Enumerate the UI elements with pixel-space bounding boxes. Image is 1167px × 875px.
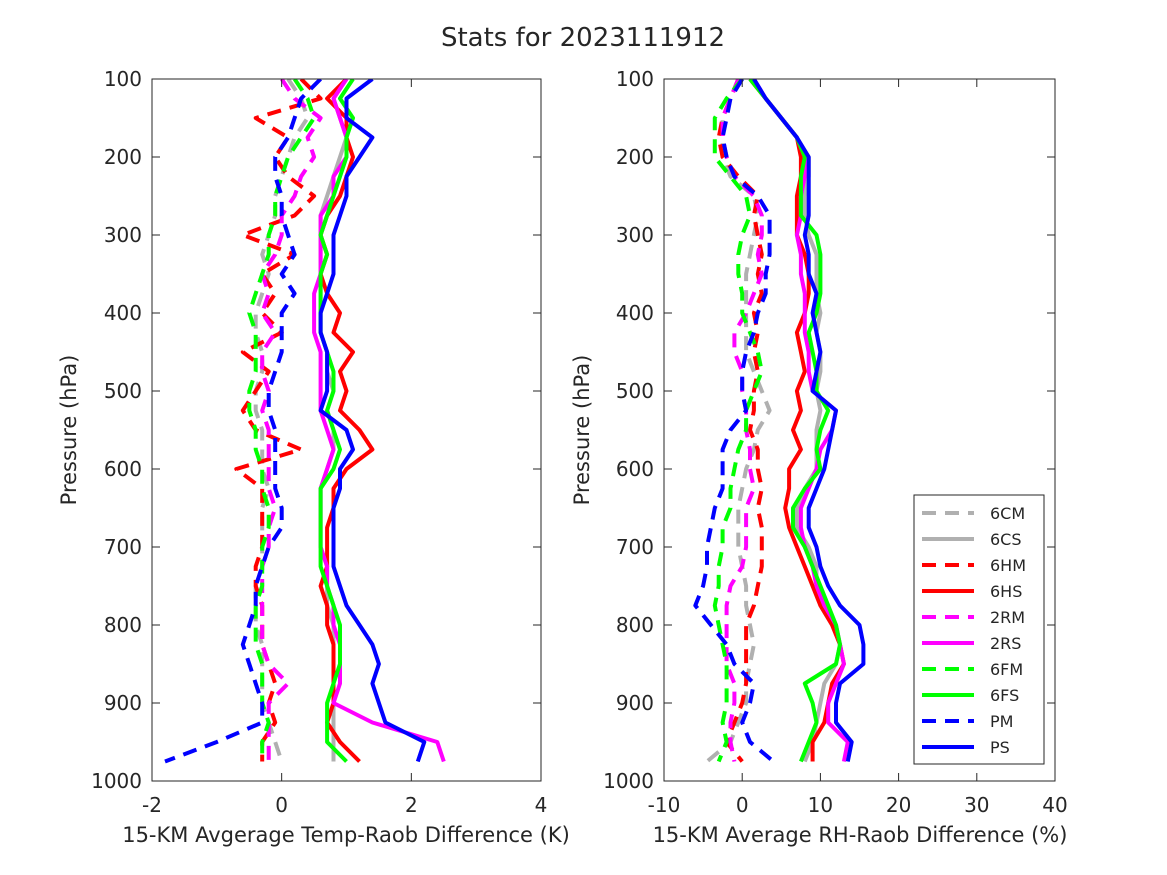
legend-label-6fm: 6FM xyxy=(990,660,1023,679)
temp-x-axis-label: 15-KM Avgerage Temp-Raob Difference (K) xyxy=(122,823,570,847)
rh-x-axis-label: 15-KM Average RH-Raob Difference (%) xyxy=(653,823,1068,847)
temp-y-tick-label: 600 xyxy=(104,457,142,481)
temp-y-tick-label: 800 xyxy=(104,613,142,637)
rh-y-tick-label: 500 xyxy=(616,379,654,403)
rh-ticks: -10 0 10 20 30 40 100 200 300 400 500 600 700 800 900 1… xyxy=(603,67,1068,817)
temp-y-tick-label: 100 xyxy=(104,67,142,91)
rh-series-6fm xyxy=(712,79,764,763)
legend-label-2rs: 2RS xyxy=(990,634,1021,653)
legend-label-2rm: 2RM xyxy=(990,608,1025,627)
legend-entries: 6CM 6CS 6HM 6HS 2RM 2RS 6FM 6FS PM PS xyxy=(922,504,1026,757)
rh-x-tick-label: -10 xyxy=(648,793,681,817)
rh-series-6fs xyxy=(748,79,842,763)
temp-y-tick-label: 500 xyxy=(104,379,142,403)
temp-series-pm xyxy=(164,79,323,764)
rh-x-tick-label: 30 xyxy=(964,793,989,817)
rh-y-axis-label: Pressure (hPa) xyxy=(570,355,594,506)
legend-box xyxy=(913,494,1045,765)
rh-y-tick-label: 700 xyxy=(616,535,654,559)
legend-label-6hs: 6HS xyxy=(990,582,1022,601)
legend-label-ps: PS xyxy=(990,738,1010,757)
temp-axes-box xyxy=(151,78,542,782)
temp-series-6hs xyxy=(318,79,375,763)
rh-x-tick-label: 10 xyxy=(808,793,833,817)
temp-series-ps xyxy=(318,79,427,763)
rh-series-ps xyxy=(752,79,866,762)
rh-y-tick-label: 600 xyxy=(616,457,654,481)
rh-series-6cm xyxy=(705,79,772,764)
rh-series-2rm xyxy=(720,79,764,762)
temp-series-6hm xyxy=(234,79,323,762)
legend-label-6hm: 6HM xyxy=(990,556,1026,575)
legend-label-6cs: 6CS xyxy=(990,530,1022,549)
temp-y-tick-label: 200 xyxy=(104,145,142,169)
rh-series-group xyxy=(693,79,866,764)
temp-series-6fm xyxy=(247,79,317,762)
rh-y-tick-label: 200 xyxy=(616,145,654,169)
temp-y-tick-label: 900 xyxy=(104,691,142,715)
rh-x-tick-label: 40 xyxy=(1042,793,1067,817)
legend-label-6fs: 6FS xyxy=(990,686,1019,705)
legend: 6CM 6CS 6HM 6HS 2RM 2RS 6FM 6FS PM PS xyxy=(913,494,1045,765)
temp-ticks: -2 0 2 4 100 200 300 400 500 600 700 800 900 1000 xyxy=(91,67,547,817)
figure-title: Stats for 2023111912 xyxy=(441,23,725,53)
temp-y-axis-label: Pressure (hPa) xyxy=(57,355,81,506)
rh-y-tick-label: 1000 xyxy=(603,769,654,793)
rh-y-tick-label: 300 xyxy=(616,223,654,247)
rh-x-tick-label: 0 xyxy=(736,793,749,817)
temp-x-tick-label: 2 xyxy=(405,793,418,817)
rh-y-tick-label: 400 xyxy=(616,301,654,325)
rh-x-tick-label: 20 xyxy=(886,793,911,817)
rh-axes-box xyxy=(663,78,1056,782)
temp-series-group xyxy=(164,79,446,764)
temp-y-tick-label: 1000 xyxy=(91,769,142,793)
temp-x-tick-label: 4 xyxy=(535,793,548,817)
rh-y-tick-label: 100 xyxy=(616,67,654,91)
temp-y-tick-label: 300 xyxy=(104,223,142,247)
rh-y-tick-label: 900 xyxy=(616,691,654,715)
temp-y-tick-label: 400 xyxy=(104,301,142,325)
rh-series-pm xyxy=(693,79,775,764)
legend-label-pm: PM xyxy=(990,712,1013,731)
temp-x-tick-label: 0 xyxy=(275,793,288,817)
temp-y-tick-label: 700 xyxy=(104,535,142,559)
temp-difference-panel: -2 0 2 4 100 200 300 400 500 600 700 800 900 1000 15-… xyxy=(57,67,570,847)
legend-label-6cm: 6CM xyxy=(990,504,1025,523)
temp-x-tick-label: -2 xyxy=(142,793,162,817)
rh-y-tick-label: 800 xyxy=(616,613,654,637)
temp-series-2rm xyxy=(260,79,323,762)
